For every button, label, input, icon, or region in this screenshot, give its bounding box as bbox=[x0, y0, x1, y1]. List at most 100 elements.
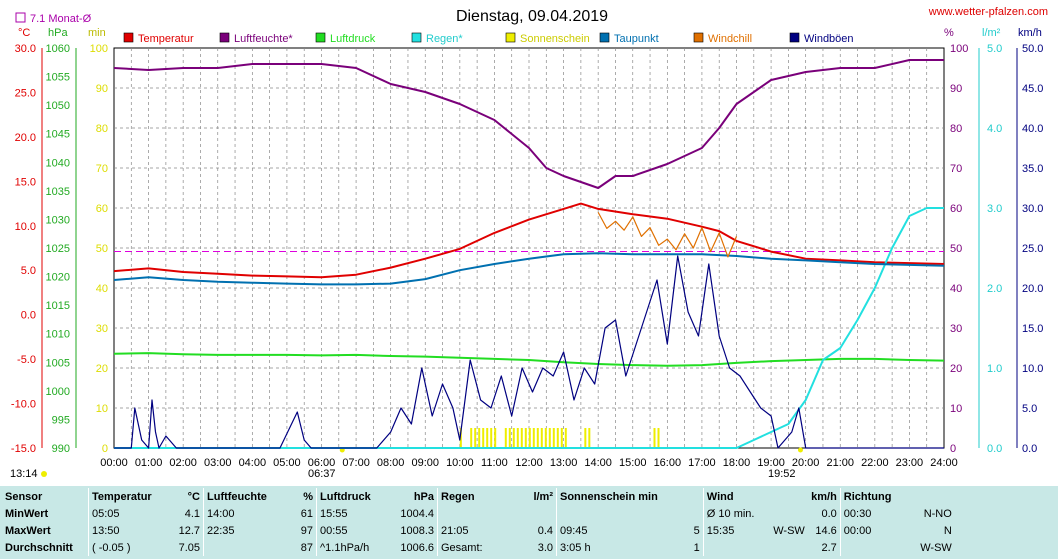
x-tick-label: 15:00 bbox=[619, 457, 647, 469]
cell: 1008.3 bbox=[400, 524, 434, 537]
sunset-marker bbox=[797, 447, 803, 453]
tick-rain: 5.0 bbox=[987, 43, 1002, 55]
x-tick-label: 18:00 bbox=[723, 457, 751, 469]
sunshine-bar bbox=[532, 428, 535, 448]
tick-temp: 10.0 bbox=[15, 221, 36, 233]
cell: 15:55 bbox=[316, 505, 393, 522]
sunshine-bar bbox=[504, 428, 507, 448]
tick-pressure: 1025 bbox=[46, 243, 70, 255]
sunshine-bar bbox=[482, 428, 485, 448]
legend-label: Taupunkt bbox=[614, 33, 659, 45]
tick-temp: 0.0 bbox=[21, 310, 36, 322]
hdr-wind: Wind bbox=[702, 488, 760, 505]
hdr-temp-unit: °C bbox=[187, 490, 200, 503]
sunshine-bar bbox=[524, 428, 527, 448]
sunshine-bar bbox=[478, 428, 481, 448]
tick-pressure: 1035 bbox=[46, 186, 70, 198]
cell: ( -0.05 ) bbox=[88, 539, 157, 556]
cell bbox=[437, 505, 504, 522]
x-tick-label: 22:00 bbox=[861, 457, 889, 469]
unit-pressure: hPa bbox=[48, 27, 68, 39]
cell: 0.4 bbox=[537, 524, 553, 537]
cell: 61 bbox=[300, 507, 313, 520]
site-link[interactable]: www.wetter-pfalzen.com bbox=[928, 6, 1048, 18]
stats-header-row: Sensor Temperatur °C Luftfeuchte % Luftd… bbox=[2, 488, 955, 505]
sunshine-bar bbox=[560, 428, 563, 448]
cell: 12.7 bbox=[178, 524, 200, 537]
cell: 4.1 bbox=[184, 507, 200, 520]
unit-sun: min bbox=[88, 27, 106, 39]
x-tick-label: 02:00 bbox=[169, 457, 197, 469]
tick-sun: 100 bbox=[90, 43, 108, 55]
cell: ^1.1hPa/h bbox=[316, 539, 393, 556]
x-tick-label: 14:00 bbox=[584, 457, 612, 469]
tick-sun: 20 bbox=[96, 363, 108, 375]
hdr-press: Luftdruck bbox=[316, 488, 393, 505]
tick-temp: -5.0 bbox=[17, 354, 36, 366]
grid bbox=[113, 47, 945, 449]
legend: Temperatur Luftfeuchte* Luftdruck Regen* Son… bbox=[123, 32, 854, 45]
cell: 13:50 bbox=[88, 522, 157, 539]
cell: 00:55 bbox=[316, 522, 393, 539]
x-tick-label: 24:00 bbox=[930, 457, 958, 469]
stats-table: Sensor Temperatur °C Luftfeuchte % Luftd… bbox=[2, 488, 955, 556]
tick-humidity: 80 bbox=[950, 123, 962, 135]
hdr-hum-unit: % bbox=[303, 490, 313, 503]
tick-sun: 30 bbox=[96, 323, 108, 335]
sunshine-bar bbox=[474, 428, 477, 448]
x-tick-label: 12:00 bbox=[515, 457, 543, 469]
tick-sun: 80 bbox=[96, 123, 108, 135]
series-line bbox=[113, 252, 945, 286]
cell: W-SW bbox=[920, 541, 952, 554]
cell: 2.7 bbox=[821, 541, 837, 554]
monthly-avg-label: 7.1 Monat-Ø bbox=[30, 13, 92, 25]
cell bbox=[504, 505, 557, 522]
legend-label: Temperatur bbox=[138, 33, 194, 45]
tick-rain: 3.0 bbox=[987, 203, 1002, 215]
tick-pressure: 1005 bbox=[46, 357, 70, 369]
x-tick-label: 04:00 bbox=[239, 457, 267, 469]
sunshine-bar bbox=[540, 428, 543, 448]
cell: N bbox=[943, 524, 952, 537]
tick-pressure: 1015 bbox=[46, 300, 70, 312]
x-tick-label: 13:00 bbox=[550, 457, 578, 469]
hdr-rain: Regen bbox=[437, 488, 504, 505]
sunshine-bar bbox=[584, 428, 587, 448]
tick-pressure: 995 bbox=[52, 414, 70, 426]
cell: 05:05 bbox=[88, 505, 157, 522]
tick-wind: 35.0 bbox=[1022, 163, 1043, 175]
tick-rain: 0.0 bbox=[987, 443, 1002, 455]
tick-humidity: 90 bbox=[950, 83, 962, 95]
hdr-dir: Richtung bbox=[839, 488, 907, 505]
row-label: Durchschnitt bbox=[5, 541, 73, 554]
stats-row-avg: Durchschnitt ( -0.05 ) 7.05 87 ^1.1hPa/h… bbox=[2, 539, 955, 556]
hdr-temp: Temperatur bbox=[88, 488, 157, 505]
series-line bbox=[114, 255, 944, 449]
tick-pressure: 990 bbox=[52, 443, 70, 455]
cell: N-NO bbox=[923, 507, 952, 520]
unit-humidity: % bbox=[944, 27, 954, 39]
tick-humidity: 30 bbox=[950, 323, 962, 335]
tick-humidity: 40 bbox=[950, 283, 962, 295]
tick-temp: 20.0 bbox=[15, 132, 36, 144]
stats-row-min: MinWert 05:05 4.1 14:00 61 15:55 1004.4 … bbox=[2, 505, 955, 522]
unit-temp: °C bbox=[18, 27, 30, 39]
tick-pressure: 1030 bbox=[46, 214, 70, 226]
sunshine-bar bbox=[544, 428, 547, 448]
legend-label: Luftdruck bbox=[330, 33, 376, 45]
cell: 5 bbox=[693, 524, 700, 537]
legend-swatch bbox=[789, 32, 800, 43]
sunset-label: 19:52 bbox=[768, 468, 796, 480]
tick-sun: 60 bbox=[96, 203, 108, 215]
tick-humidity: 100 bbox=[950, 43, 968, 55]
x-tick-label: 21:00 bbox=[826, 457, 854, 469]
tick-wind: 0.0 bbox=[1022, 443, 1037, 455]
tick-wind: 30.0 bbox=[1022, 203, 1043, 215]
tick-pressure: 1040 bbox=[46, 157, 70, 169]
tick-wind: 5.0 bbox=[1022, 403, 1037, 415]
tick-sun: 10 bbox=[96, 403, 108, 415]
tick-pressure: 1055 bbox=[46, 72, 70, 84]
x-tick-label: 08:00 bbox=[377, 457, 405, 469]
cell: 0.0 bbox=[821, 507, 837, 520]
cell bbox=[839, 539, 907, 556]
